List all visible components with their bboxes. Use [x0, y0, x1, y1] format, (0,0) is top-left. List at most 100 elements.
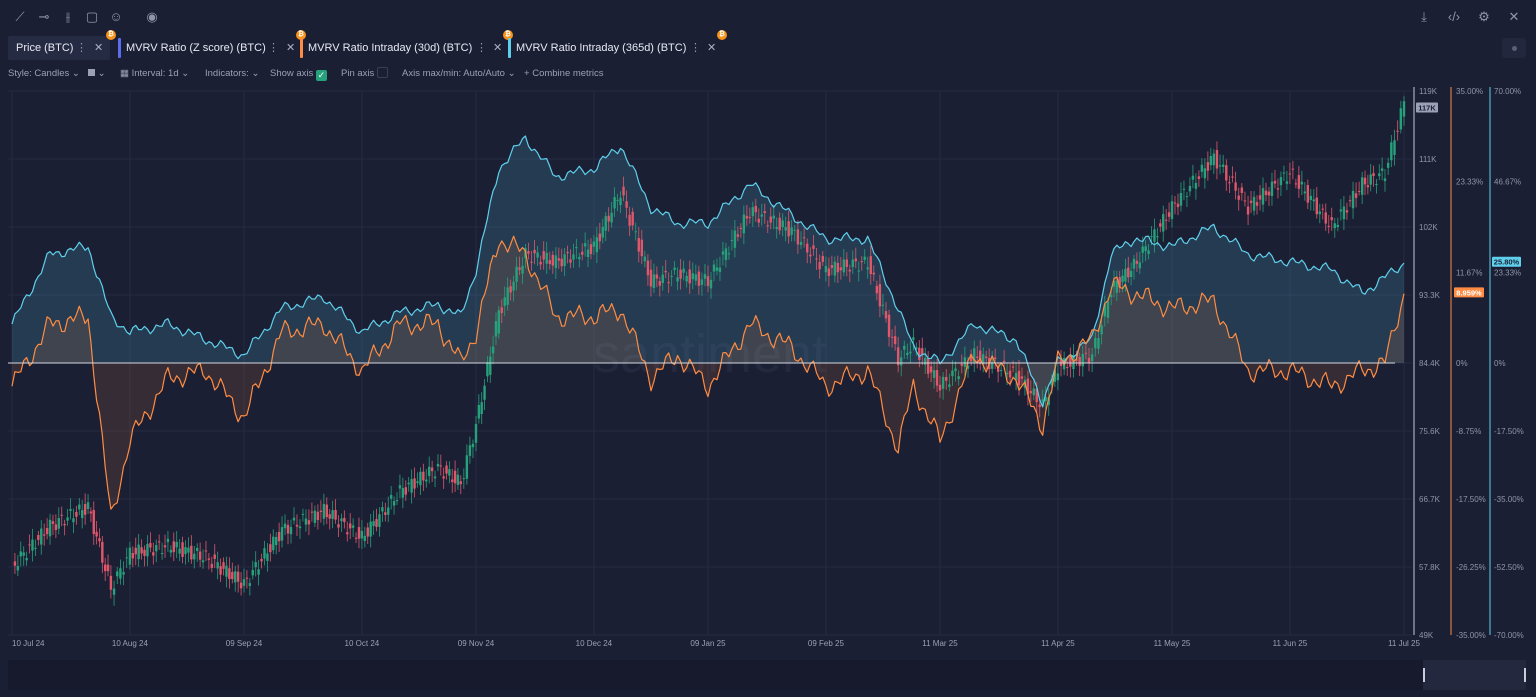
candle [643, 256, 647, 262]
candle [63, 523, 66, 526]
navigator-left-handle[interactable] [1423, 668, 1425, 682]
axis-mode-select[interactable]: Axis max/min: Auto/Auto ⌄ [402, 66, 516, 82]
candle [277, 531, 281, 542]
time-navigator[interactable] [8, 660, 1526, 690]
candle [486, 361, 489, 377]
style-select[interactable]: Style: Candles ⌄ [8, 66, 80, 82]
x-tick-label: 09 Nov 24 [458, 639, 495, 648]
candle [670, 275, 673, 277]
candle [616, 199, 619, 201]
candle [691, 273, 694, 280]
candle [248, 583, 252, 586]
candle [346, 532, 349, 535]
close-icon[interactable]: ✕ [1508, 9, 1520, 24]
price-last-value-badge-bg [1416, 102, 1438, 113]
candle [66, 517, 69, 521]
navigator-selection[interactable] [1423, 660, 1526, 690]
candle [688, 269, 691, 284]
tab-mvrv-365d[interactable]: MVRV Ratio Intraday (365d) (BTC) ⋮ ✕ ₿ [508, 30, 727, 60]
color-select[interactable]: ⌄ [88, 66, 106, 82]
more-icon[interactable]: ⋮ [76, 42, 87, 54]
candle [295, 524, 299, 527]
candle [401, 488, 405, 498]
candle [395, 500, 399, 502]
pin-axis-toggle[interactable]: Pin axis [341, 66, 388, 82]
candle [948, 384, 951, 387]
candle [938, 384, 942, 391]
candle [269, 544, 272, 553]
chart-settings-toggle[interactable] [1502, 38, 1526, 58]
more-icon[interactable]: ⋮ [268, 42, 279, 54]
mvrv365-tick-label: -35.00% [1494, 495, 1524, 504]
x-tick-label: 09 Jan 25 [690, 639, 726, 648]
candle [187, 547, 190, 553]
candle [453, 470, 457, 484]
embed-code-icon[interactable]: ‹/› [1447, 9, 1461, 24]
tab-mvrv-30d[interactable]: MVRV Ratio Intraday (30d) (BTC) ⋮ ✕ ₿ [300, 30, 513, 60]
candle [1069, 357, 1072, 367]
line-tool-icon[interactable]: ⟋ [15, 9, 25, 24]
indicators-select[interactable]: Indicators: ⌄ [205, 66, 259, 82]
candle [1170, 201, 1174, 220]
candle [1212, 153, 1216, 166]
vertical-line-tool-icon[interactable]: ⫲ [65, 9, 71, 24]
more-icon[interactable]: ⋮ [690, 42, 701, 54]
chevron-down-icon: ⌄ [97, 68, 106, 79]
candle [1020, 376, 1024, 379]
close-icon[interactable]: ✕ [707, 42, 717, 54]
candle [772, 215, 775, 219]
candle [419, 471, 422, 486]
candle [757, 218, 761, 223]
candle [239, 582, 243, 589]
candle [694, 274, 698, 281]
close-icon[interactable]: ✕ [286, 42, 296, 54]
candle [340, 518, 343, 522]
close-icon[interactable]: ✕ [94, 42, 104, 54]
candle [1041, 399, 1044, 402]
candle [903, 345, 906, 350]
candle [751, 207, 755, 217]
candle [31, 539, 34, 551]
candle [878, 284, 882, 307]
mvrv365-tick-label: -52.50% [1494, 563, 1524, 572]
candle [580, 251, 584, 255]
tab-price[interactable]: Price (BTC) ⋮ ✕ ₿ [8, 30, 116, 60]
candle [1164, 219, 1168, 221]
candle [1109, 295, 1113, 298]
candle [1255, 202, 1259, 206]
close-icon[interactable]: ✕ [493, 42, 503, 54]
checkbox-checked-icon[interactable]: ✓ [315, 70, 327, 81]
eye-icon[interactable]: ◉ [146, 9, 158, 24]
candle [545, 252, 548, 264]
candle [554, 255, 558, 269]
mvrv365-tick-label: -70.00% [1494, 631, 1524, 640]
download-icon[interactable]: ⤓ [1421, 9, 1427, 24]
mvrv30-tick-label: -8.75% [1456, 427, 1481, 436]
interval-select[interactable]: ▦ Interval: 1d ⌄ [120, 66, 189, 82]
mvrv365-tick-label: 0% [1494, 359, 1506, 368]
emoji-icon[interactable]: ☺ [109, 9, 123, 24]
candle [1225, 165, 1228, 181]
candle [149, 543, 152, 548]
candle [718, 267, 722, 272]
candle [1386, 162, 1390, 168]
settings-icon[interactable]: ⚙ [1478, 9, 1490, 24]
candle [945, 376, 948, 381]
candle [257, 569, 260, 575]
show-axis-toggle[interactable]: Show axis ✓ [270, 66, 327, 82]
candle [1100, 325, 1103, 335]
candle [456, 474, 460, 485]
candle [848, 269, 852, 272]
candle [69, 509, 72, 511]
horizontal-line-tool-icon[interactable]: ⊸ [38, 9, 50, 24]
candle [915, 347, 918, 350]
candle [1261, 188, 1265, 205]
candle [178, 548, 181, 554]
navigator-right-handle[interactable] [1524, 668, 1526, 682]
combine-metrics-button[interactable]: + Combine metrics [524, 66, 603, 82]
tab-mvrv-zscore[interactable]: MVRV Ratio (Z score) (BTC) ⋮ ✕ ₿ [118, 30, 306, 60]
checkbox-unchecked-icon[interactable] [376, 67, 388, 78]
more-icon[interactable]: ⋮ [476, 42, 487, 54]
note-icon[interactable]: ▢ [85, 9, 99, 24]
